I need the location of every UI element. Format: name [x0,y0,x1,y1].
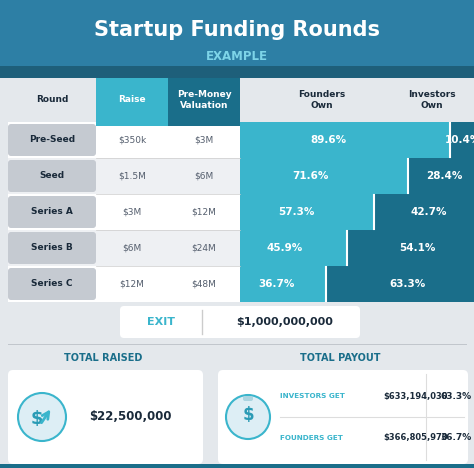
Circle shape [226,395,270,439]
FancyBboxPatch shape [8,196,96,228]
Bar [0,0,474,78]
Text: $1,000,000,000: $1,000,000,000 [237,317,333,327]
FancyBboxPatch shape [8,268,96,300]
Text: 36.7%: 36.7% [440,433,472,442]
Text: $: $ [242,406,254,424]
Text: Raise: Raise [118,95,146,104]
Text: 42.7%: 42.7% [411,207,447,217]
Text: 89.6%: 89.6% [310,135,346,145]
Text: $350k: $350k [118,136,146,145]
FancyBboxPatch shape [243,396,253,401]
Bar [8,194,240,230]
Text: 10.4%: 10.4% [445,135,474,145]
Text: TOTAL PAYOUT: TOTAL PAYOUT [300,353,380,363]
Bar [0,66,474,78]
Bar [374,194,474,230]
Bar [96,122,168,126]
Circle shape [18,393,66,441]
Text: 45.9%: 45.9% [267,243,303,253]
FancyBboxPatch shape [218,370,468,464]
Text: Investors
Own: Investors Own [408,90,456,110]
FancyBboxPatch shape [8,160,96,192]
FancyBboxPatch shape [8,370,203,464]
Text: $24M: $24M [191,243,216,253]
Text: INVESTORS GET: INVESTORS GET [280,393,345,399]
Bar [8,122,240,158]
Bar [0,78,474,304]
Bar [8,266,240,302]
Text: Series C: Series C [31,279,73,288]
Bar [347,230,474,266]
Text: $22,500,000: $22,500,000 [89,410,171,424]
Text: Series A: Series A [31,207,73,217]
Text: $12M: $12M [191,207,217,217]
Text: Pre-Seed: Pre-Seed [29,136,75,145]
Bar [450,122,474,158]
Text: Pre-Money
Valuation: Pre-Money Valuation [177,90,231,110]
Text: TOTAL RAISED: TOTAL RAISED [64,353,142,363]
Text: Series B: Series B [31,243,73,253]
Text: 54.1%: 54.1% [399,243,435,253]
Bar [96,78,168,122]
Text: 36.7%: 36.7% [258,279,294,289]
Text: Startup Funding Rounds: Startup Funding Rounds [94,20,380,40]
Text: EXAMPLE: EXAMPLE [206,50,268,63]
FancyBboxPatch shape [8,124,96,156]
Text: $1.5M: $1.5M [118,171,146,181]
Text: 57.3%: 57.3% [278,207,315,217]
Text: $12M: $12M [119,279,145,288]
Text: Founders
Own: Founders Own [298,90,346,110]
Text: Round: Round [36,95,68,104]
Text: $48M: $48M [191,279,217,288]
FancyBboxPatch shape [8,232,96,264]
Bar [168,78,240,122]
Text: $366,805,970: $366,805,970 [383,433,447,442]
Text: $: $ [31,410,43,428]
Bar [168,122,240,126]
Text: Seed: Seed [39,171,64,181]
Bar [240,194,374,230]
Text: 28.4%: 28.4% [426,171,462,181]
Text: $3M: $3M [194,136,214,145]
Text: EXIT: EXIT [147,317,175,327]
Text: 71.6%: 71.6% [292,171,328,181]
Text: FOUNDERS GET: FOUNDERS GET [280,435,343,441]
Text: 63.3%: 63.3% [440,392,472,401]
Text: $3M: $3M [122,207,142,217]
Bar [326,266,474,302]
Bar [240,158,408,194]
Bar [240,122,450,158]
Bar [8,230,240,266]
FancyBboxPatch shape [120,306,360,338]
Bar [8,158,240,194]
Bar [408,158,474,194]
Text: 63.3%: 63.3% [389,279,426,289]
Bar [0,464,474,468]
Bar [240,266,326,302]
Bar [240,230,347,266]
Text: $633,194,030: $633,194,030 [383,392,447,401]
Text: $6M: $6M [194,171,214,181]
Text: $6M: $6M [122,243,142,253]
